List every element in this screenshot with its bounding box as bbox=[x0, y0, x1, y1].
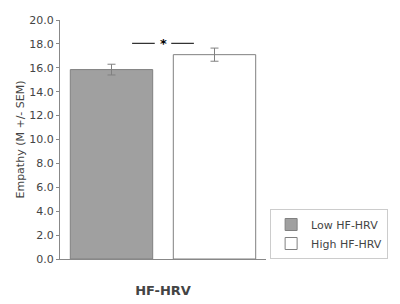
svg-text:Low HF-HRV: Low HF-HRV bbox=[311, 219, 378, 232]
svg-text:0.0: 0.0 bbox=[36, 253, 54, 266]
svg-text:14.0: 14.0 bbox=[29, 86, 54, 99]
svg-text:*: * bbox=[160, 36, 167, 51]
svg-text:12.0: 12.0 bbox=[29, 109, 54, 122]
svg-text:HF-HRV: HF-HRV bbox=[135, 283, 191, 298]
svg-text:2.0: 2.0 bbox=[36, 229, 54, 242]
svg-text:10.0: 10.0 bbox=[29, 133, 54, 146]
svg-text:20.0: 20.0 bbox=[29, 14, 54, 27]
svg-text:8.0: 8.0 bbox=[36, 157, 54, 170]
svg-text:Empathy (M +/- SEM): Empathy (M +/- SEM) bbox=[14, 80, 27, 198]
svg-text:6.0: 6.0 bbox=[36, 181, 54, 194]
svg-text:18.0: 18.0 bbox=[29, 38, 54, 51]
svg-text:16.0: 16.0 bbox=[29, 62, 54, 75]
svg-text:4.0: 4.0 bbox=[36, 205, 54, 218]
svg-text:High HF-HRV: High HF-HRV bbox=[311, 238, 382, 251]
